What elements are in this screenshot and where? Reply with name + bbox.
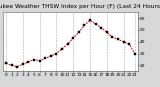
Text: Milwaukee Weather THSW Index per Hour (F) (Last 24 Hours): Milwaukee Weather THSW Index per Hour (F…: [0, 4, 160, 9]
